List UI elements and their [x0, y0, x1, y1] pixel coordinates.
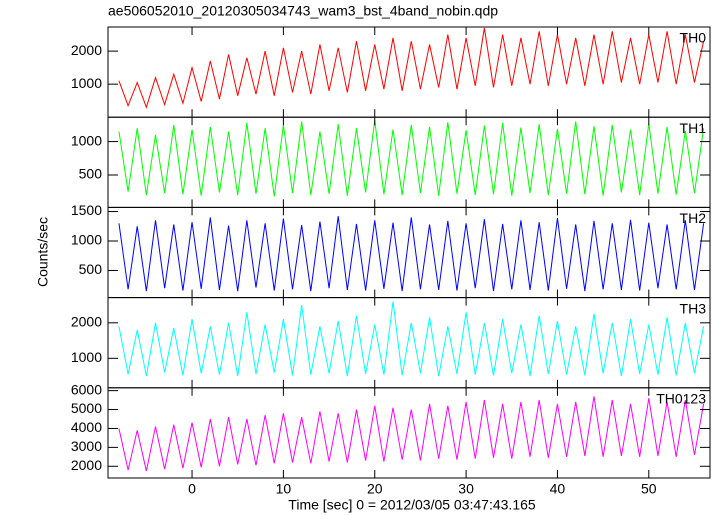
- data-line: [118, 301, 705, 377]
- chart-title: ae506052010_20120305034743_wam3_bst_4ban…: [108, 3, 498, 19]
- y-tick-label: 1000: [71, 232, 102, 248]
- data-line: [118, 120, 705, 197]
- x-tick-label: 40: [550, 481, 566, 497]
- x-tick-label: 20: [367, 481, 383, 497]
- y-tick-label: 5000: [71, 400, 102, 416]
- y-tick-label: 1000: [71, 132, 102, 148]
- series-label: TH3: [680, 300, 707, 316]
- data-line: [118, 396, 705, 472]
- y-tick-label: 2000: [71, 457, 102, 473]
- x-tick-label: 50: [641, 481, 657, 497]
- series-label: TH1: [680, 120, 707, 136]
- y-tick-label: 500: [79, 261, 103, 277]
- series-label: TH0123: [656, 391, 706, 407]
- x-tick-label: 10: [276, 481, 292, 497]
- y-tick-label: 1000: [71, 75, 102, 91]
- series-label: TH0: [680, 30, 707, 46]
- data-line: [118, 216, 705, 292]
- y-tick-label: 1500: [71, 202, 102, 218]
- y-tick-label: 4000: [71, 419, 102, 435]
- y-tick-label: 500: [79, 166, 103, 182]
- y-tick-label: 3000: [71, 438, 102, 454]
- y-tick-label: 6000: [71, 381, 102, 397]
- x-tick-label: 30: [458, 481, 474, 497]
- series-label: TH2: [680, 210, 707, 226]
- y-tick-label: 1000: [71, 349, 102, 365]
- y-tick-label: 2000: [71, 314, 102, 330]
- x-axis-label: Time [sec] 0 = 2012/03/05 03:47:43.165: [288, 497, 536, 513]
- panel-frame: [107, 206, 711, 299]
- x-tick-label: 0: [188, 481, 196, 497]
- panel-frame: [107, 297, 711, 389]
- data-line: [118, 27, 705, 109]
- panel-frame: [107, 387, 711, 479]
- panel-frame: [107, 116, 711, 208]
- y-tick-label: 2000: [71, 42, 102, 58]
- y-axis-label: Counts/sec: [35, 217, 51, 287]
